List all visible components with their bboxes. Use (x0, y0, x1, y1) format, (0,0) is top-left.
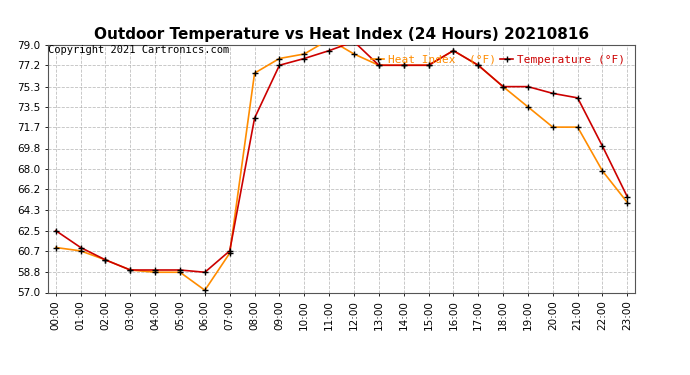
Heat Index  (°F) (226, 251, 234, 255)
Temperature (°F) (52, 228, 60, 233)
Legend: Heat Index  (°F), Temperature (°F): Heat Index (°F), Temperature (°F) (366, 51, 629, 69)
Temperature (°F) (300, 56, 308, 61)
Heat Index  (°F) (524, 105, 532, 109)
Heat Index  (°F) (598, 169, 607, 173)
Heat Index  (°F) (350, 52, 358, 56)
Heat Index  (°F) (573, 125, 582, 129)
Temperature (°F) (400, 63, 408, 68)
Temperature (°F) (623, 195, 631, 199)
Temperature (°F) (101, 258, 110, 262)
Heat Index  (°F) (52, 245, 60, 250)
Temperature (°F) (598, 144, 607, 148)
Temperature (°F) (499, 84, 507, 89)
Temperature (°F) (250, 116, 259, 120)
Heat Index  (°F) (77, 249, 85, 253)
Temperature (°F) (226, 249, 234, 253)
Temperature (°F) (77, 245, 85, 250)
Temperature (°F) (375, 63, 383, 68)
Heat Index  (°F) (375, 63, 383, 68)
Temperature (°F) (573, 96, 582, 100)
Temperature (°F) (474, 63, 482, 68)
Heat Index  (°F) (449, 48, 457, 53)
Heat Index  (°F) (250, 71, 259, 75)
Temperature (°F) (325, 48, 333, 53)
Heat Index  (°F) (325, 37, 333, 42)
Heat Index  (°F) (400, 63, 408, 68)
Temperature (°F) (126, 268, 135, 272)
Heat Index  (°F) (275, 56, 284, 61)
Temperature (°F) (275, 63, 284, 68)
Temperature (°F) (524, 84, 532, 89)
Temperature (°F) (350, 39, 358, 44)
Temperature (°F) (151, 268, 159, 272)
Heat Index  (°F) (176, 270, 184, 274)
Text: Copyright 2021 Cartronics.com: Copyright 2021 Cartronics.com (48, 45, 230, 55)
Temperature (°F) (549, 91, 557, 96)
Temperature (°F) (449, 48, 457, 53)
Heat Index  (°F) (151, 270, 159, 274)
Heat Index  (°F) (101, 258, 110, 262)
Temperature (°F) (424, 63, 433, 68)
Heat Index  (°F) (126, 268, 135, 272)
Line: Temperature (°F): Temperature (°F) (52, 38, 631, 276)
Heat Index  (°F) (549, 125, 557, 129)
Heat Index  (°F) (623, 200, 631, 205)
Temperature (°F) (176, 268, 184, 272)
Heat Index  (°F) (474, 63, 482, 68)
Heat Index  (°F) (424, 63, 433, 68)
Temperature (°F) (201, 270, 209, 274)
Line: Heat Index  (°F): Heat Index (°F) (52, 36, 631, 294)
Heat Index  (°F) (499, 84, 507, 89)
Title: Outdoor Temperature vs Heat Index (24 Hours) 20210816: Outdoor Temperature vs Heat Index (24 Ho… (94, 27, 589, 42)
Heat Index  (°F) (300, 52, 308, 56)
Heat Index  (°F) (201, 288, 209, 292)
